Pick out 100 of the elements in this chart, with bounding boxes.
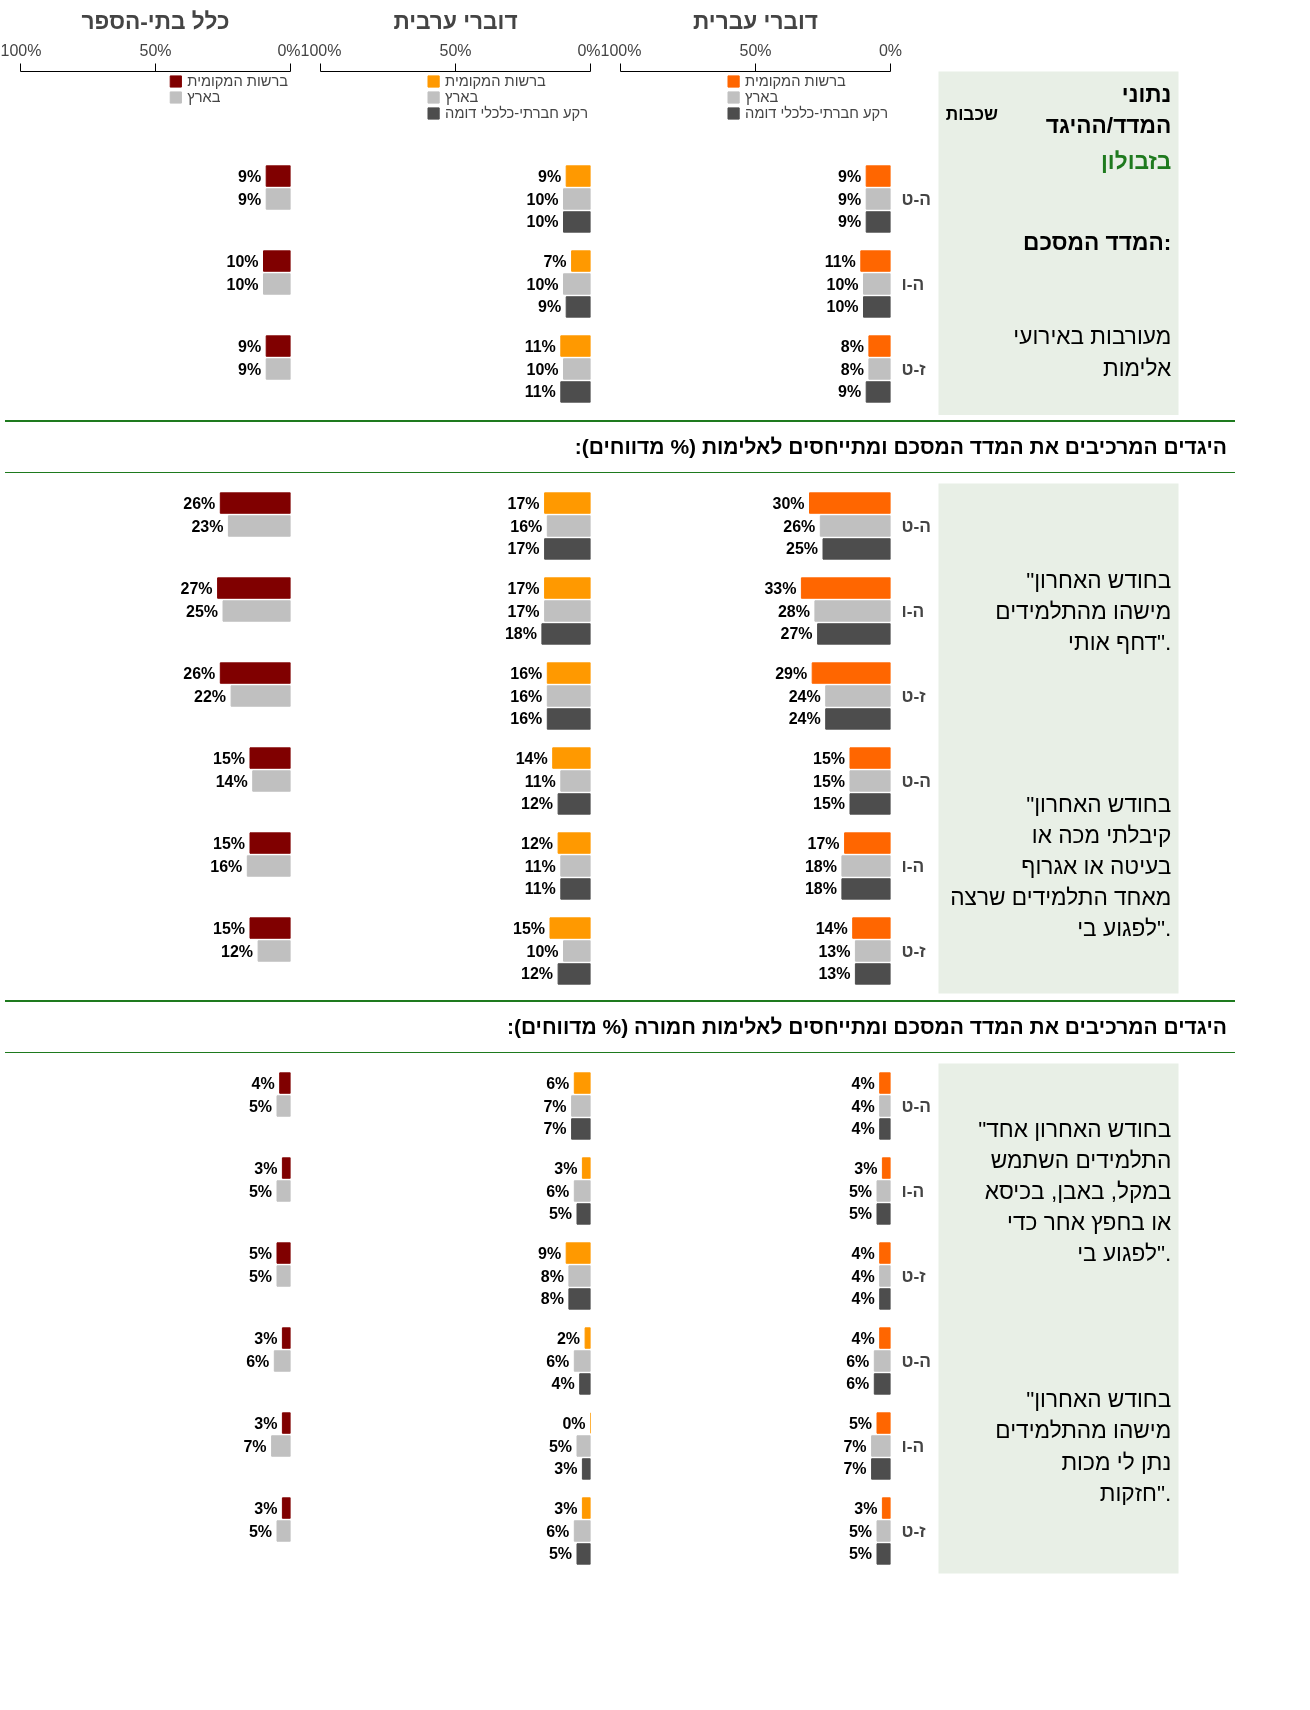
data-label: 3% (554, 1460, 578, 1478)
data-label: 17% (507, 494, 540, 512)
y-tick-label: ה-ט (901, 1096, 931, 1116)
data-label: 18% (804, 857, 837, 875)
data-label: 11% (524, 383, 556, 401)
data-label: 16% (510, 664, 543, 682)
x-tick-label: 50% (739, 41, 772, 59)
data-label: 14% (515, 749, 548, 767)
x-tick-label: 0% (878, 41, 903, 59)
data-label: 15% (812, 795, 846, 813)
chart-title: כלל בתי-הספר (81, 7, 230, 34)
y-tick-label: ז-ט (901, 686, 927, 706)
data-label: 7% (843, 1460, 867, 1478)
data-label: 5% (248, 1182, 272, 1200)
text: "בחודש האחרון מישהו מהתלמידים דחף אותי". (995, 566, 1172, 656)
data-label: 0% (562, 1414, 586, 1432)
data-label: 15% (212, 749, 246, 767)
chart-title: דוברי עברית (693, 7, 818, 34)
text: המדד המסכם: (1023, 228, 1172, 255)
data-label: 4% (851, 1329, 875, 1347)
data-label: 17% (507, 579, 540, 597)
data-label: 8% (540, 1290, 564, 1308)
text: נתוני המדד/ההיגד (1045, 81, 1172, 139)
y-tick-label: ה-ט (901, 189, 931, 209)
data-label: 4% (851, 1097, 875, 1115)
data-label: 18% (804, 880, 837, 898)
data-label: 26% (183, 494, 216, 512)
data-label: 5% (548, 1545, 572, 1563)
data-label: 22% (194, 687, 227, 705)
y-tick-label: ה-ו (901, 274, 925, 294)
data-label: 28% (777, 602, 810, 620)
data-label: 3% (254, 1499, 278, 1517)
data-label: 5% (248, 1244, 272, 1262)
data-label: 5% (248, 1267, 272, 1285)
data-label: 6% (546, 1352, 570, 1370)
data-label: 16% (210, 857, 243, 875)
data-label: 14% (215, 772, 248, 790)
data-label: 5% (848, 1545, 872, 1563)
data-label: 27% (180, 579, 213, 597)
data-label: 9% (838, 383, 862, 401)
y-tick-label: ה-ו (901, 601, 925, 621)
x-tick-label: 100% (0, 41, 42, 59)
data-label: 5% (848, 1205, 872, 1223)
data-label: 14% (815, 919, 848, 937)
data-label: 10% (526, 213, 559, 231)
data-label: 4% (851, 1120, 875, 1138)
data-label: 6% (846, 1375, 870, 1393)
data-label: 9% (538, 1244, 562, 1262)
data-label: 6% (546, 1074, 570, 1092)
data-label: 10% (526, 942, 559, 960)
y-tick-label: ז-ט (901, 941, 927, 961)
x-tick-label: 50% (439, 41, 472, 59)
data-label: 15% (812, 749, 846, 767)
data-label: 16% (510, 710, 543, 728)
data-label: 10% (526, 360, 559, 378)
data-label: 10% (526, 190, 559, 208)
data-label: 18% (504, 625, 537, 643)
data-label: 11% (524, 337, 556, 355)
legend-label: ברשות המקומית (445, 73, 546, 89)
data-label: 5% (848, 1522, 872, 1540)
data-label: 6% (546, 1182, 570, 1200)
data-label: 8% (840, 337, 864, 355)
data-label: 17% (507, 540, 540, 558)
y-tick-label: ז-ט (901, 1266, 927, 1286)
data-label: 17% (807, 834, 840, 852)
data-label: 11% (524, 880, 556, 898)
data-label: 25% (185, 602, 219, 620)
text: "בחודש האחרון מישהו מהתלמידים נתן לי מכות חזקות". (995, 1386, 1172, 1506)
data-label: 25% (785, 540, 819, 558)
data-label: 4% (851, 1290, 875, 1308)
data-label: 10% (826, 275, 859, 293)
data-label: 4% (251, 1074, 275, 1092)
data-label: 16% (510, 517, 543, 535)
data-label: 4% (851, 1244, 875, 1262)
data-label: 9% (538, 167, 562, 185)
text: מעורבות באירועי אלימות (1013, 323, 1172, 381)
data-label: 9% (238, 167, 262, 185)
y-tick-label: ז-ט (901, 359, 927, 379)
data-label: 9% (538, 298, 562, 316)
data-label: 9% (838, 190, 862, 208)
data-label: 3% (254, 1329, 278, 1347)
data-label: 15% (212, 919, 246, 937)
data-label: 26% (183, 664, 216, 682)
x-tick-label: 100% (600, 41, 642, 59)
data-label: 5% (848, 1182, 872, 1200)
text: היגדים המרכיבים את המדד המסכם ומתייחסים לאלימות חמורה (% מדווחים): (506, 1014, 1227, 1040)
text: היגדים המרכיבים את המדד המסכם ומתייחסים לאלימות (% מדווחים): (574, 434, 1227, 460)
data-label: 5% (548, 1205, 572, 1223)
text: בזבולון (1101, 147, 1172, 174)
data-label: 30% (772, 494, 805, 512)
data-label: 12% (521, 834, 554, 852)
y-tick-label: ה-ו (901, 1436, 925, 1456)
data-label: 17% (507, 602, 540, 620)
x-tick-label: 0% (577, 41, 601, 59)
chart-title: דוברי ערבית (393, 7, 518, 34)
data-label: 26% (783, 517, 816, 535)
y-tick-label: ה-ט (901, 516, 931, 536)
data-label: 7% (543, 1097, 567, 1115)
data-label: 4% (851, 1267, 875, 1285)
data-label: 23% (191, 517, 224, 535)
